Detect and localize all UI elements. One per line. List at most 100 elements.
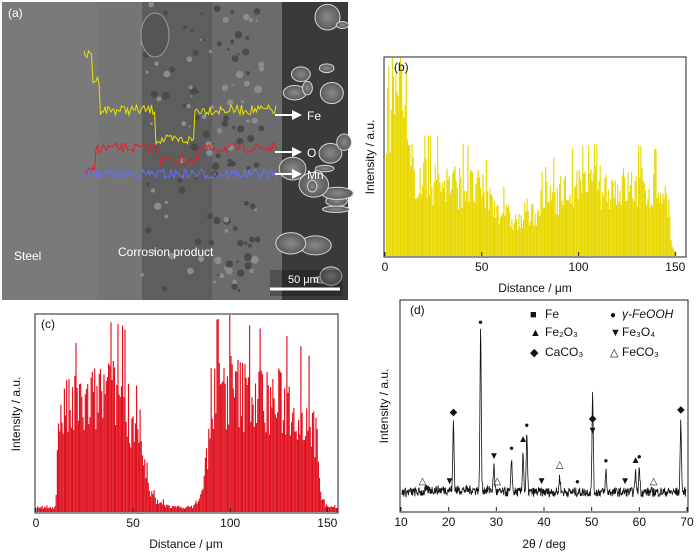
bar	[447, 179, 449, 256]
bar	[405, 70, 407, 256]
bar	[667, 217, 669, 256]
bar	[404, 104, 406, 256]
legend-symbol-fe3o4: ▼	[610, 327, 621, 339]
xtick-label: 50	[126, 516, 140, 530]
bar	[426, 197, 428, 256]
xtick-label: 60	[633, 515, 647, 529]
bar	[106, 377, 109, 512]
bar	[298, 420, 300, 512]
corrosion-pore	[249, 203, 256, 210]
bar	[638, 145, 640, 256]
bar	[112, 361, 114, 512]
bar	[223, 368, 225, 512]
bar	[586, 192, 589, 256]
corrosion-pore	[223, 266, 227, 270]
bar	[538, 209, 540, 256]
bar	[402, 110, 404, 256]
bar	[464, 201, 467, 256]
bar	[169, 508, 171, 512]
bar	[144, 459, 146, 512]
corrosion-pore	[229, 160, 236, 167]
corrosion-pore	[231, 283, 238, 290]
o-linescan	[83, 142, 277, 174]
bar	[257, 398, 259, 512]
bar	[292, 412, 294, 512]
bar	[328, 507, 330, 512]
bar	[433, 182, 435, 256]
rust-particle	[314, 164, 335, 173]
bar	[245, 377, 247, 512]
bar	[251, 397, 253, 512]
panel-b-label: (b)	[394, 60, 409, 74]
bar	[559, 183, 561, 256]
bar	[39, 507, 41, 512]
bar	[212, 428, 215, 512]
bar	[78, 384, 81, 512]
corrosion-pore	[245, 71, 250, 76]
corrosion-pore	[251, 255, 259, 264]
bar	[672, 248, 674, 256]
bar	[259, 328, 261, 512]
bar	[103, 374, 105, 512]
panel-c-xticks: 0 50 100 150	[33, 508, 338, 530]
peak-marker: ●	[637, 452, 642, 461]
bar	[437, 135, 439, 256]
bar	[434, 164, 436, 256]
bar	[228, 424, 230, 512]
bar	[534, 213, 536, 256]
bar	[561, 200, 563, 256]
bar	[478, 176, 481, 256]
corrosion-pore	[237, 269, 245, 277]
xtick-label: 150	[317, 516, 337, 530]
bar	[582, 146, 584, 256]
bar	[323, 499, 325, 512]
bar	[322, 499, 324, 512]
bar	[536, 211, 539, 256]
bar	[266, 372, 268, 512]
bar	[209, 438, 211, 512]
bar	[325, 504, 328, 512]
corrosion-pore	[253, 162, 260, 168]
bar	[40, 507, 42, 512]
xtick-label: 50	[475, 260, 489, 274]
peak-marker: ▼	[537, 476, 547, 487]
peak-marker: ●	[575, 477, 580, 486]
bar	[178, 505, 180, 512]
bar	[279, 370, 281, 512]
bar	[516, 219, 518, 256]
corrosion-pore	[213, 280, 217, 284]
corrosion-pore	[150, 188, 156, 193]
bar	[470, 169, 472, 256]
bar	[265, 432, 267, 512]
panel-c-bars	[37, 315, 338, 512]
bar	[240, 416, 243, 512]
bar	[395, 71, 397, 256]
sem-texture	[139, 1, 354, 292]
bar	[194, 503, 196, 512]
bar	[438, 174, 440, 256]
bar	[420, 194, 422, 256]
bar	[281, 433, 283, 512]
bar	[210, 368, 212, 512]
bar	[140, 440, 142, 512]
bar	[496, 206, 498, 256]
peak-marker: ●	[604, 456, 609, 465]
bar	[487, 191, 489, 256]
bar	[153, 490, 155, 512]
bar	[165, 506, 167, 512]
bar	[68, 379, 70, 512]
bar	[67, 432, 69, 512]
bar	[137, 429, 139, 512]
bar	[419, 167, 421, 256]
bar	[175, 507, 177, 512]
bar	[585, 192, 587, 256]
bar	[520, 215, 522, 256]
steel-region	[2, 2, 97, 300]
bar	[44, 506, 46, 512]
bar	[599, 165, 601, 256]
bar	[214, 368, 216, 512]
rust-particle	[302, 80, 313, 96]
bar	[84, 394, 86, 512]
corrosion-pore	[241, 100, 244, 104]
corrosion-pore	[217, 274, 220, 277]
